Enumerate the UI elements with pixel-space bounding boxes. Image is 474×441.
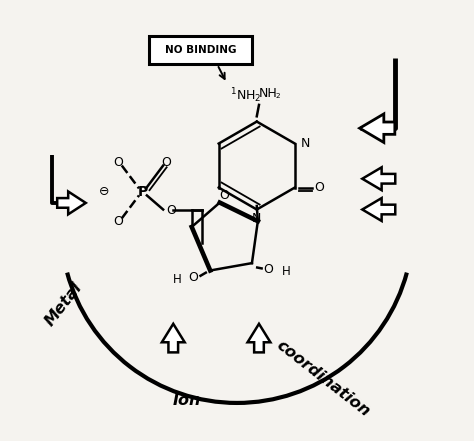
Polygon shape — [162, 324, 185, 352]
Bar — [149, 36, 252, 64]
Text: NH: NH — [259, 87, 278, 101]
Text: H: H — [282, 265, 291, 278]
Text: O: O — [167, 204, 176, 217]
Text: O: O — [315, 181, 325, 194]
Polygon shape — [362, 198, 395, 221]
Text: O: O — [113, 215, 123, 228]
Polygon shape — [247, 324, 270, 352]
Text: coordination: coordination — [273, 338, 372, 420]
Polygon shape — [57, 191, 86, 214]
Text: O: O — [219, 189, 229, 202]
Text: N: N — [301, 137, 310, 150]
Polygon shape — [360, 114, 395, 142]
Text: O: O — [113, 156, 123, 168]
Text: $\mathregular{^1NH_2}$: $\mathregular{^1NH_2}$ — [230, 86, 262, 105]
Text: O: O — [189, 271, 199, 284]
Text: Ion: Ion — [172, 393, 201, 408]
Text: Metal: Metal — [42, 280, 85, 329]
Text: O: O — [264, 263, 273, 276]
Text: H: H — [173, 273, 182, 286]
Text: NO BINDING: NO BINDING — [165, 45, 237, 55]
Text: $_2$: $_2$ — [275, 91, 281, 101]
Polygon shape — [362, 167, 395, 190]
Text: P: P — [137, 185, 147, 199]
Text: O: O — [162, 156, 172, 168]
Text: $\ominus$: $\ominus$ — [98, 185, 109, 198]
Text: N: N — [252, 212, 262, 225]
